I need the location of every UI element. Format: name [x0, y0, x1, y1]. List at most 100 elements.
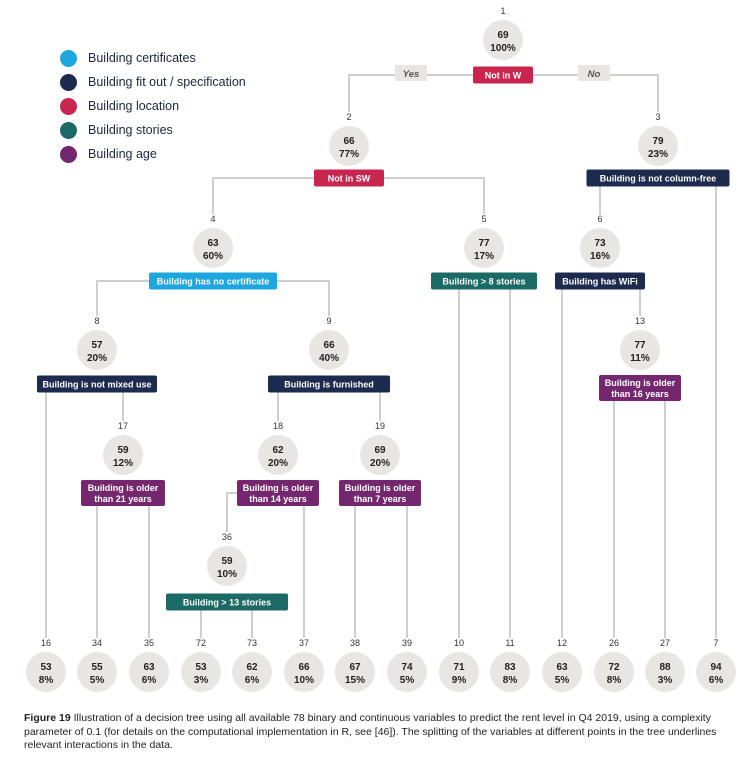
legend-item-certificates: Building certificates [60, 46, 246, 70]
tree-node-19: 19 69 20% [360, 421, 400, 475]
tree-node-13: 13 77 11% [620, 316, 660, 370]
node-circle [360, 435, 400, 475]
split-box-bg [81, 480, 165, 506]
node-value: 72 [608, 662, 620, 673]
tree-node-3: 3 79 23% [638, 112, 678, 166]
node-value: 59 [117, 445, 129, 456]
split-box-5: Building > 8 stories [431, 272, 537, 290]
tree-node-38: 38 67 15% [335, 638, 375, 692]
node-circle [620, 330, 660, 370]
node-value: 63 [556, 662, 568, 673]
legend-item-location: Building location [60, 94, 246, 118]
split-label: Not in W [485, 71, 522, 81]
yes-label-text: Yes [403, 69, 420, 80]
split-label: than 16 years [611, 389, 669, 399]
node-share: 9% [452, 675, 467, 686]
node-share: 60% [203, 251, 223, 262]
node-circle [193, 228, 233, 268]
node-value: 77 [634, 340, 646, 351]
node-circle [181, 652, 221, 692]
split-label: Building has WiFi [562, 277, 637, 287]
node-id: 1 [500, 6, 505, 16]
split-label: Building is older [88, 483, 159, 493]
node-id: 26 [609, 638, 619, 648]
no-label-text: No [588, 69, 601, 80]
no-label: No [578, 65, 610, 81]
tree-node-6: 6 73 16% [580, 214, 620, 268]
node-circle [284, 652, 324, 692]
node-id: 5 [481, 214, 486, 224]
node-value: 88 [659, 662, 671, 673]
node-circle [129, 652, 169, 692]
connector-line [354, 492, 408, 638]
node-id: 35 [144, 638, 154, 648]
node-value: 77 [478, 238, 490, 249]
split-label: Building is older [605, 378, 676, 388]
node-id: 27 [660, 638, 670, 648]
node-id: 73 [247, 638, 257, 648]
decision-tree-diagram: Yes No169100%26677%37923%46360%57717%6731… [26, 6, 736, 692]
node-id: 4 [210, 214, 215, 224]
tree-node-7: 7 94 6% [696, 638, 736, 692]
node-value: 66 [298, 662, 310, 673]
tree-node-9: 9 66 40% [309, 316, 349, 370]
legend-label: Building location [88, 99, 180, 113]
node-share: 8% [503, 675, 518, 686]
node-share: 17% [474, 251, 494, 262]
node-id: 18 [273, 421, 283, 431]
node-id: 3 [655, 112, 660, 122]
node-value: 63 [207, 238, 219, 249]
node-circle [439, 652, 479, 692]
split-box-1: Not in W [473, 66, 533, 84]
tree-nodes: 169100%26677%37923%46360%57717%67316%857… [26, 6, 736, 692]
node-id: 72 [196, 638, 206, 648]
split-box-bg [314, 169, 384, 187]
tree-node-18: 18 62 20% [258, 421, 298, 475]
caption-text: Illustration of a decision tree using al… [24, 712, 717, 751]
node-id: 37 [299, 638, 309, 648]
node-value: 53 [195, 662, 207, 673]
connector-line [613, 387, 666, 638]
split-label: Building > 8 stories [442, 277, 525, 287]
node-circle [26, 652, 66, 692]
node-id: 39 [402, 638, 412, 648]
tree-node-4: 4 63 60% [193, 214, 233, 268]
node-id: 38 [350, 638, 360, 648]
split-box-bg [586, 169, 730, 187]
split-label: Not in SW [328, 174, 371, 184]
tree-node-34: 34 55 5% [77, 638, 117, 692]
split-box-2: Not in SW [314, 169, 384, 187]
node-value: 66 [343, 136, 355, 147]
tree-node-35: 35 63 6% [129, 638, 169, 692]
node-id: 11 [505, 638, 514, 648]
split-box-6: Building has WiFi [555, 272, 645, 290]
split-label: Building > 13 stories [183, 598, 271, 608]
node-share: 6% [709, 675, 724, 686]
node-value: 69 [497, 30, 509, 41]
node-share: 5% [90, 675, 105, 686]
split-box-4: Building has no certificate [149, 272, 277, 290]
node-share: 40% [319, 353, 339, 364]
node-share: 100% [490, 43, 516, 54]
node-share: 20% [87, 353, 107, 364]
split-box-8: Building is not mixed use [37, 375, 157, 393]
legend-item-age: Building age [60, 142, 246, 166]
node-share: 15% [345, 675, 365, 686]
node-id: 16 [41, 638, 51, 648]
split-label: Building is furnished [284, 380, 374, 390]
node-circle [645, 652, 685, 692]
node-share: 5% [555, 675, 570, 686]
tree-node-2: 2 66 77% [329, 112, 369, 166]
node-value: 83 [504, 662, 516, 673]
node-id: 19 [375, 421, 385, 431]
node-share: 5% [400, 675, 415, 686]
split-box-bg [268, 375, 390, 393]
node-circle [258, 435, 298, 475]
node-circle [232, 652, 272, 692]
legend-swatch-age [60, 145, 77, 163]
node-share: 20% [268, 458, 288, 469]
tree-node-5: 5 77 17% [464, 214, 504, 268]
node-value: 66 [323, 340, 335, 351]
